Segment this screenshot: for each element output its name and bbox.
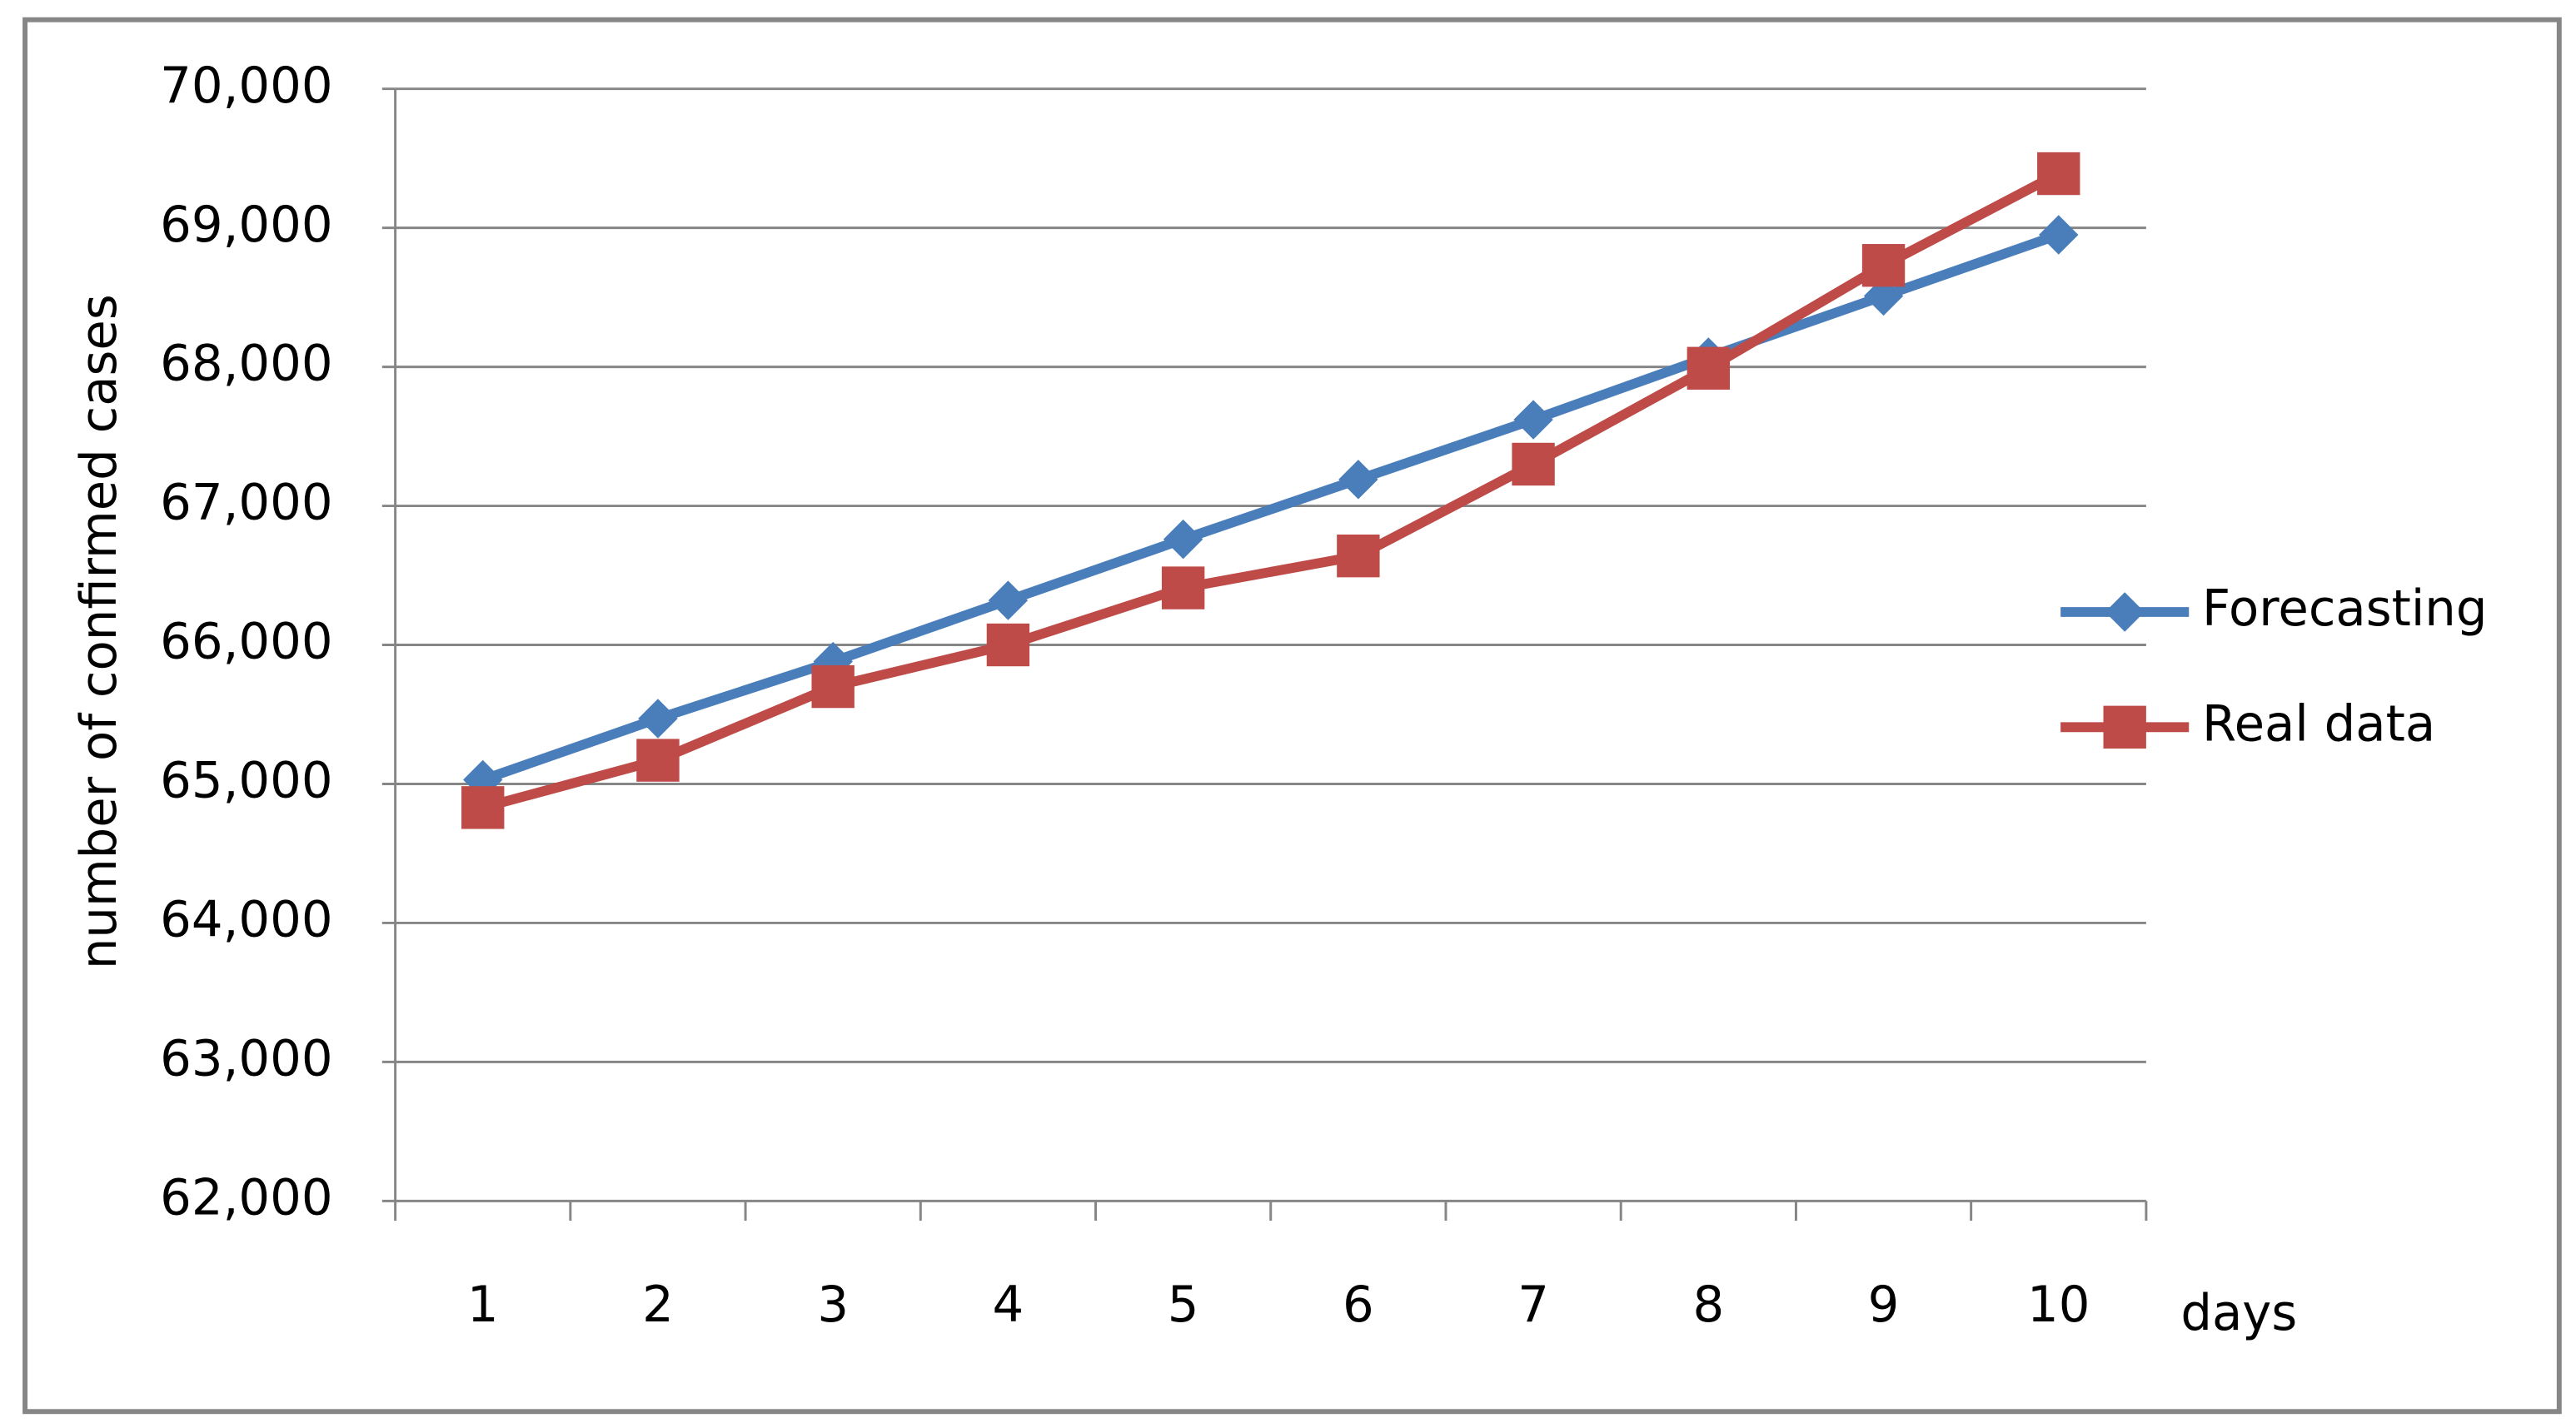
y-tick-label: 65,000: [160, 752, 332, 809]
legend-label: Forecasting: [2202, 580, 2487, 637]
legend-marker: [2103, 705, 2146, 749]
data-point: [986, 623, 1030, 667]
x-tick-label: 7: [1517, 1276, 1549, 1333]
x-tick-label: 5: [1168, 1276, 1199, 1333]
data-point: [2037, 152, 2080, 196]
y-tick-label: 67,000: [160, 474, 332, 531]
legend-label: Real data: [2202, 694, 2435, 752]
x-tick-label: 6: [1343, 1276, 1374, 1333]
data-point: [1337, 534, 1380, 578]
y-tick-label: 69,000: [160, 196, 332, 253]
y-tick-label: 66,000: [160, 613, 332, 670]
series-line: [481, 169, 2061, 813]
legend-marker: [2105, 592, 2145, 632]
y-tick-label: 63,000: [160, 1029, 332, 1087]
data-point: [1161, 566, 1205, 610]
data-point: [1163, 519, 1203, 560]
data-point: [461, 786, 505, 829]
x-tick-label: 10: [2027, 1276, 2090, 1333]
data-point: [988, 580, 1029, 620]
data-point: [638, 699, 678, 739]
series-line: [481, 230, 2060, 785]
data-point: [811, 664, 855, 709]
y-axis-label: number of confirmed cases: [70, 294, 127, 969]
x-tick-label: 4: [993, 1276, 1024, 1333]
data-point: [1861, 244, 1906, 287]
data-point: [2039, 215, 2079, 255]
y-tick-label: 64,000: [160, 891, 332, 948]
data-point: [1338, 460, 1378, 500]
y-tick-label: 70,000: [160, 57, 332, 114]
x-tick-label: 3: [817, 1276, 849, 1333]
data-point: [636, 739, 680, 782]
y-tick-label: 68,000: [160, 335, 332, 392]
y-tick-label: 62,000: [160, 1168, 332, 1226]
x-tick-label: 8: [1692, 1276, 1724, 1333]
x-axis-label: days: [2180, 1284, 2297, 1341]
data-point: [1512, 442, 1555, 486]
x-tick-label: 1: [467, 1276, 499, 1333]
x-tick-label: 9: [1868, 1276, 1900, 1333]
data-point: [1687, 346, 1731, 390]
x-tick-label: 2: [642, 1276, 674, 1333]
